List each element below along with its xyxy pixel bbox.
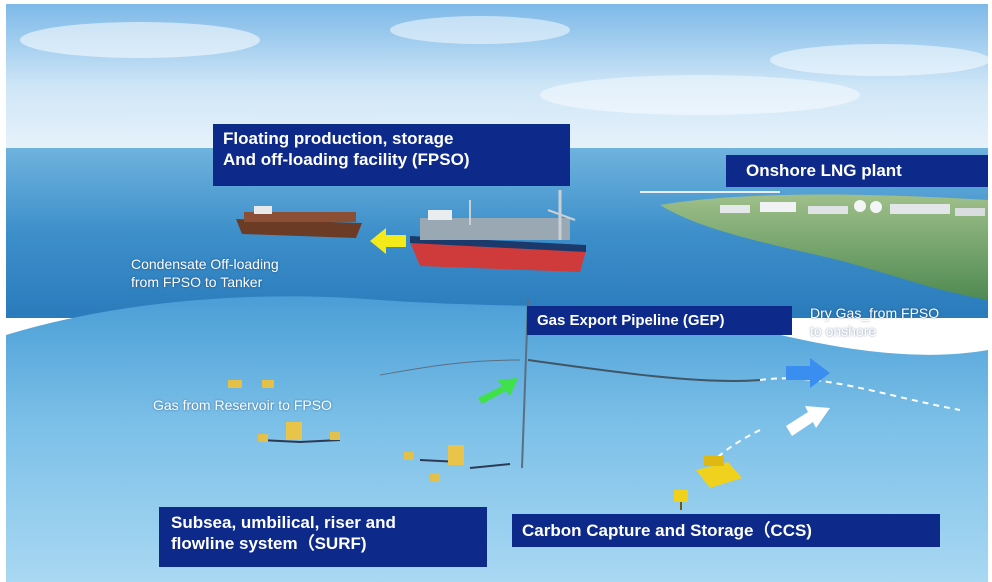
mooring-line [379,359,521,376]
flowlines [259,439,511,469]
gas-reservoir-caption-text: Gas from Reservoir to FPSO [153,397,332,413]
surf-label-line1: Subsea, umbilical, riser and [171,513,396,532]
lng-plant-icon [720,200,985,216]
gas-reservoir-caption: Gas from Reservoir to FPSO [153,397,332,415]
dry-gas-caption-line2: to onshore [810,322,877,339]
cloud [20,22,260,58]
subsea-manifold-icon [228,380,464,482]
coastline [660,194,988,300]
ccs-module-icon [674,456,742,510]
onshore-lng-label: Onshore LNG plant [726,155,988,187]
ccs-label-text: Carbon Capture and Storage（CCS) [522,521,812,540]
surf-label: Subsea, umbilical, riser and flowline sy… [159,507,487,567]
dry-gas-caption-line1: Dry Gas_from FPSO [810,305,940,321]
condensate-caption-line2: from FPSO to Tanker [131,273,263,290]
condensate-caption: Condensate Off-loading from FPSO to Tank… [131,256,279,291]
cloud [770,44,990,76]
fpso-label-line2: And off-loading facility (FPSO) [223,149,470,169]
cloud [540,75,860,115]
onshore-lng-label-text: Onshore LNG plant [746,161,902,180]
gas-export-pipeline [527,359,761,382]
dry-gas-arrow-icon [786,358,830,388]
gas-arrow-icon [478,378,518,404]
condensate-caption-line1: Condensate Off-loading [131,256,279,272]
surf-label-line2: flowline system（SURF) [171,533,367,553]
gep-label-text: Gas Export Pipeline (GEP) [537,312,725,329]
gep-label: Gas Export Pipeline (GEP) [527,306,792,335]
fpso-label-line1: Floating production, storage [223,129,454,148]
fpso-label: Floating production, storage And off-loa… [213,124,570,186]
condensate-arrow-icon [370,228,406,254]
fpso-vessel-icon [410,190,586,272]
ccs-label: Carbon Capture and Storage（CCS) [512,514,940,547]
ccs-arrow-icon [786,406,830,436]
dry-gas-route [759,377,961,411]
tanker-ship-icon [236,206,362,238]
dry-gas-caption: Dry Gas_from FPSO to onshore [810,305,939,340]
jetty [640,191,780,193]
cloud [390,16,570,44]
